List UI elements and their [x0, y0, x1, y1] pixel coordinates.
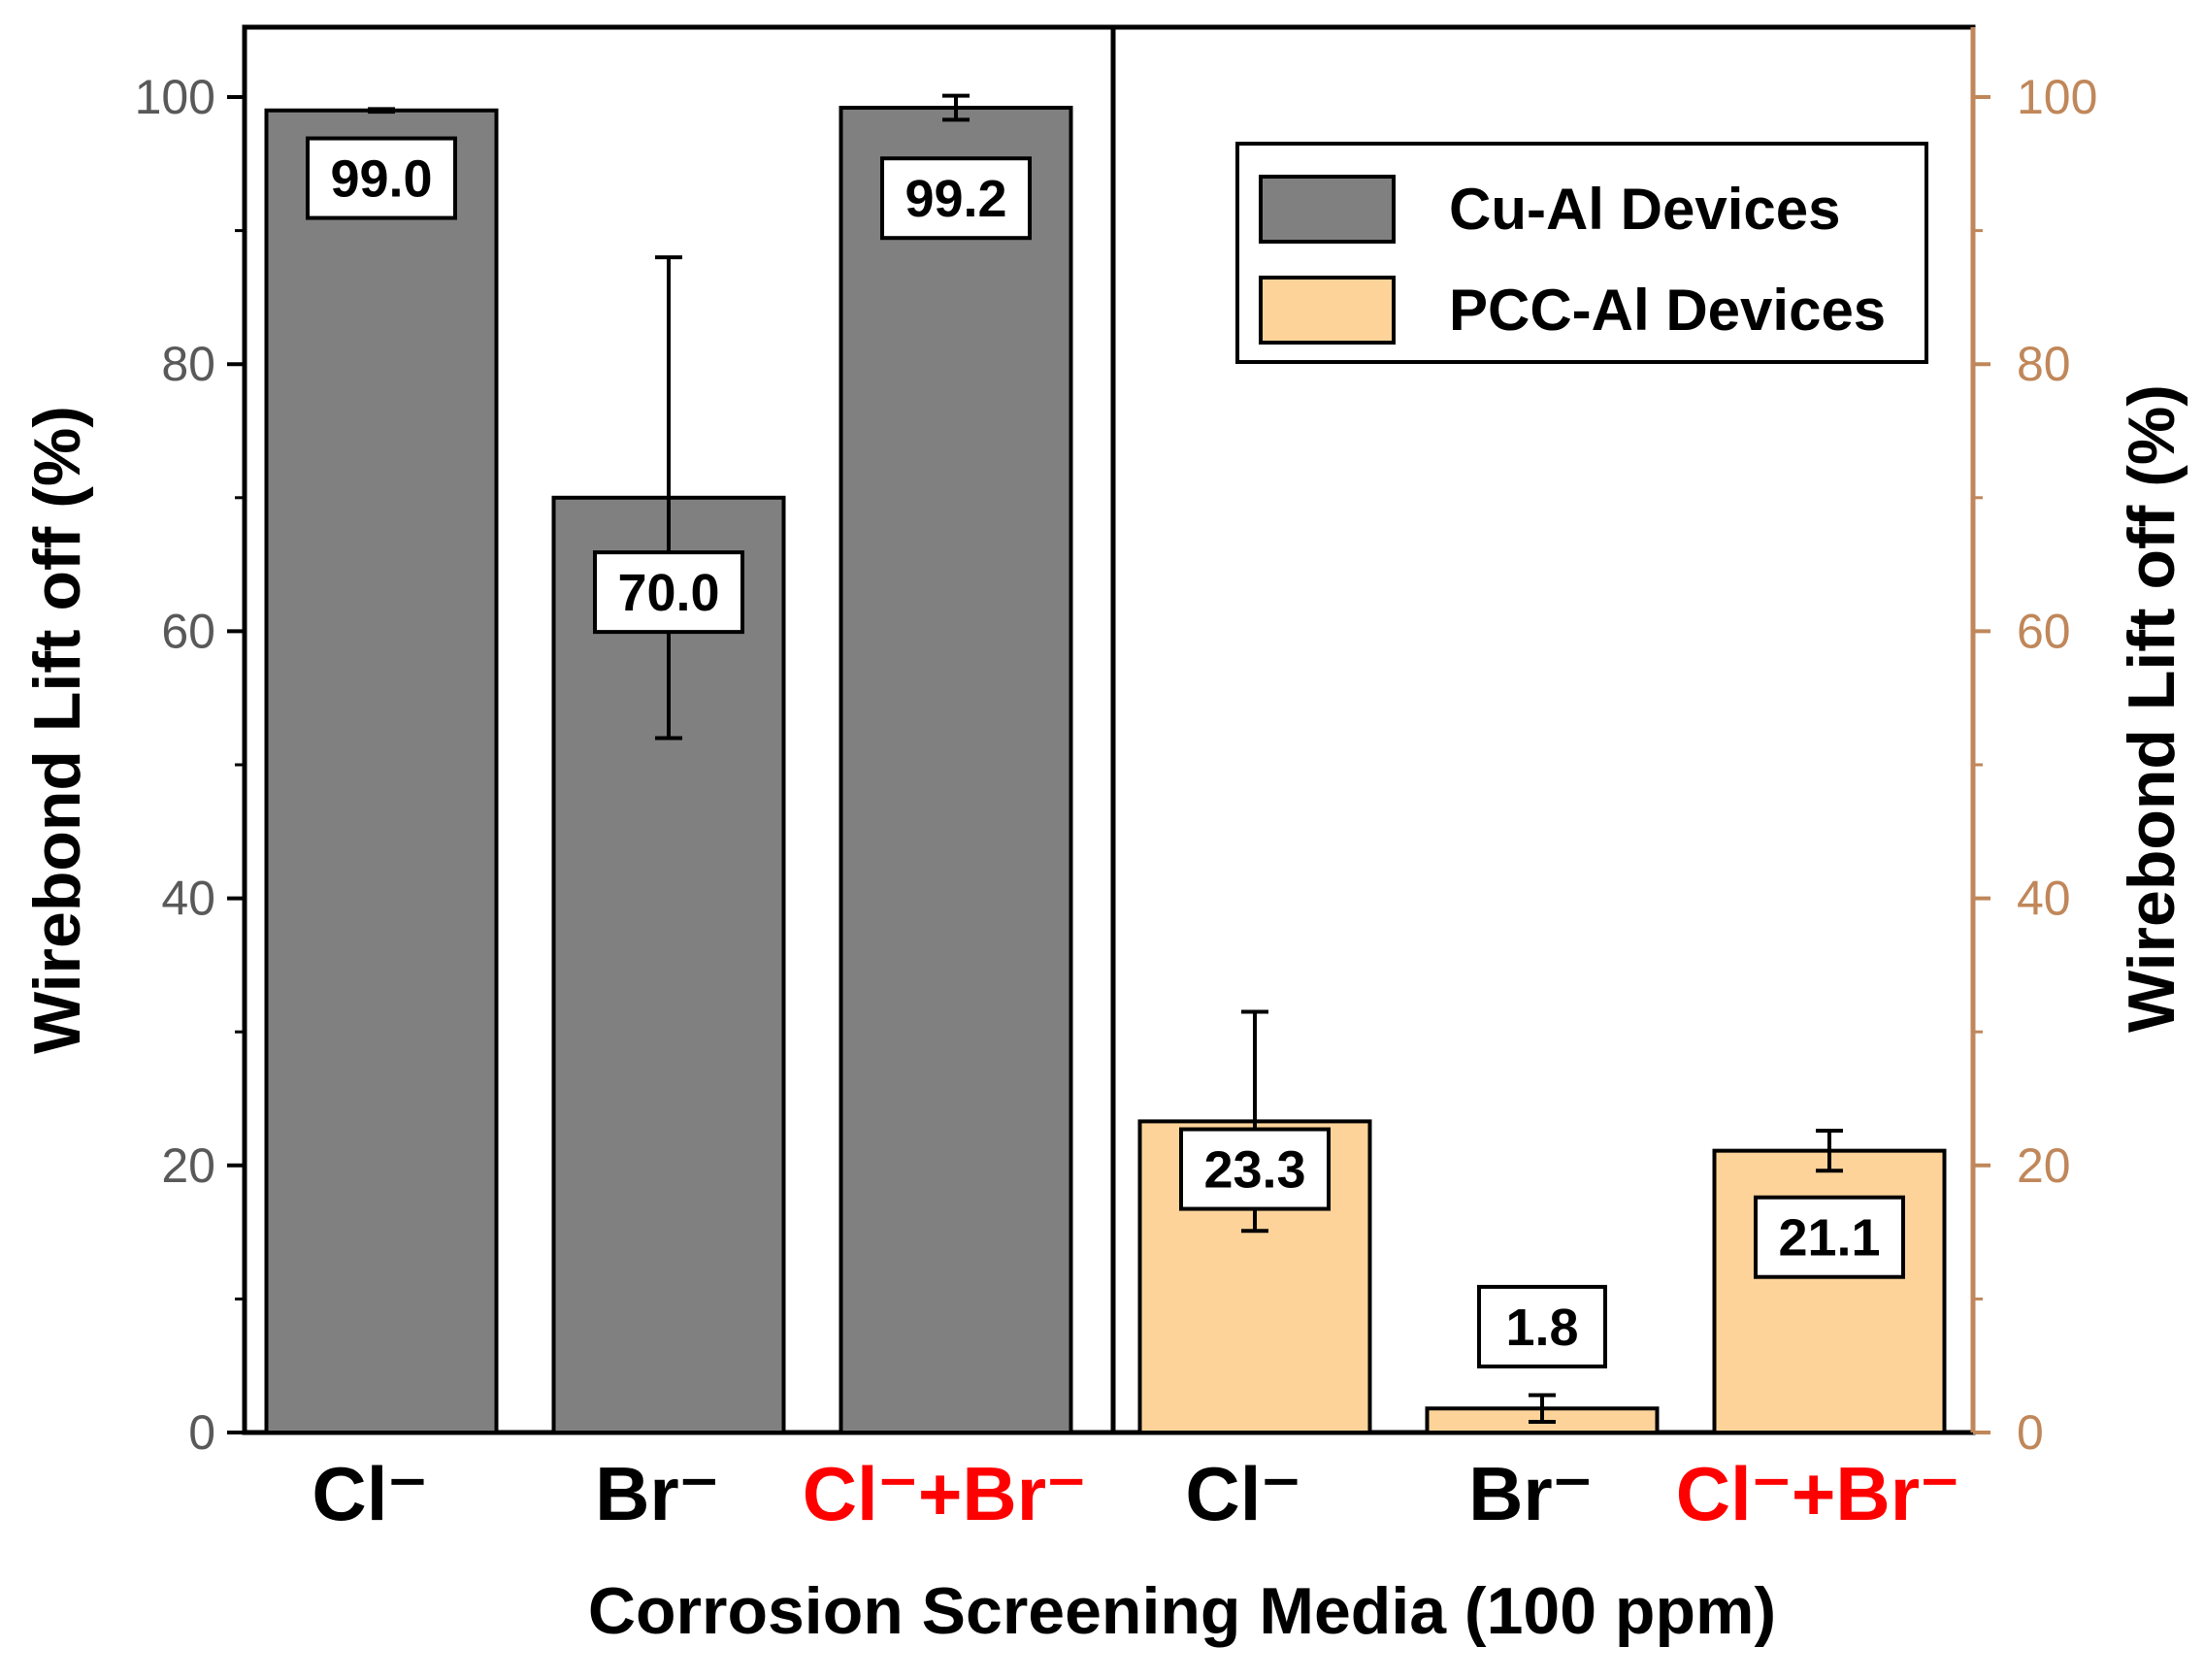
- data-label: 70.0: [617, 564, 719, 622]
- bar: [264, 108, 499, 1434]
- data-label-box: [1754, 1195, 1905, 1279]
- left-tick-label: 60: [161, 604, 215, 658]
- data-label: 99.0: [330, 150, 432, 209]
- data-label-box: [880, 156, 1032, 241]
- y-axis-title-left: Wirebond Lift off (%): [20, 406, 94, 1054]
- category-label: Cl⁻: [312, 1451, 427, 1536]
- legend-label: PCC-Al Devices: [1449, 278, 1886, 343]
- bar: [839, 106, 1073, 1434]
- x-axis-title: Corrosion Screening Media (100 ppm): [588, 1574, 1776, 1648]
- right-tick-label: 60: [2017, 604, 2071, 658]
- legend-swatch: [1259, 276, 1396, 345]
- left-tick-label: 100: [135, 70, 215, 124]
- legend-label: Cu-Al Devices: [1449, 177, 1840, 242]
- left-tick-label: 0: [188, 1405, 215, 1460]
- data-label-box: [593, 550, 744, 635]
- y-axis-title-right: Wirebond Lift off (%): [2115, 384, 2188, 1033]
- bar: [1712, 1148, 1947, 1434]
- right-tick-label: 0: [2017, 1405, 2044, 1460]
- category-label: Br⁻: [1468, 1451, 1593, 1536]
- data-label: 21.1: [1778, 1209, 1880, 1268]
- category-label: Cl⁻: [1185, 1451, 1300, 1536]
- data-label: 99.2: [905, 170, 1006, 228]
- left-tick-label: 20: [161, 1138, 215, 1193]
- data-label-box: [1179, 1127, 1331, 1211]
- data-label-box: [306, 136, 457, 220]
- left-tick-label: 80: [161, 337, 215, 391]
- data-label-box: [1477, 1284, 1607, 1368]
- right-tick-label: 20: [2017, 1138, 2071, 1193]
- category-label: Cl⁻+Br⁻: [1676, 1451, 1960, 1536]
- right-tick-label: 80: [2017, 337, 2071, 391]
- category-label: Cl⁻+Br⁻: [803, 1451, 1087, 1536]
- data-label: 1.8: [1505, 1299, 1578, 1357]
- data-label: 23.3: [1203, 1141, 1305, 1200]
- legend-swatch: [1259, 175, 1396, 244]
- legend: Cu-Al Devices PCC-Al Devices: [1235, 142, 1928, 364]
- right-tick-label: 40: [2017, 872, 2071, 926]
- left-tick-label: 40: [161, 872, 215, 926]
- right-tick-label: 100: [2017, 70, 2097, 124]
- category-label: Br⁻: [595, 1451, 719, 1536]
